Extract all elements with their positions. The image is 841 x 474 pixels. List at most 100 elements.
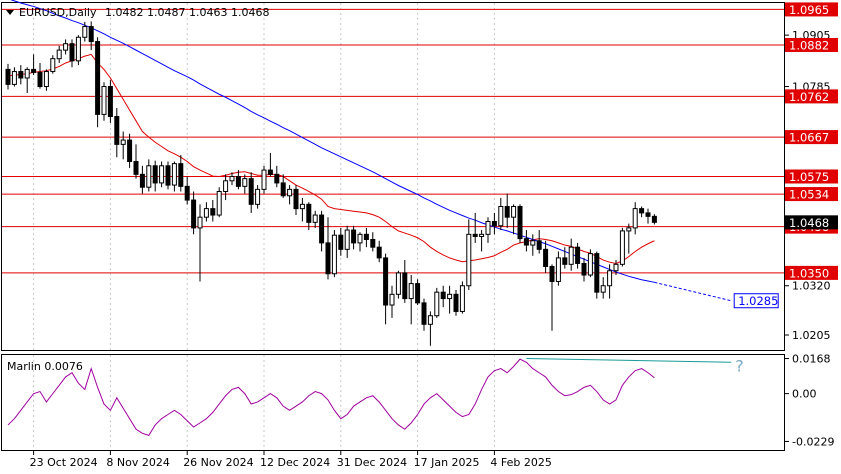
candle <box>88 21 94 51</box>
level-label: 1.0965 <box>789 3 829 17</box>
candle-body <box>56 49 62 60</box>
level-tag <box>785 130 838 145</box>
candle <box>319 210 325 252</box>
candle <box>255 185 261 209</box>
candle <box>543 240 549 273</box>
candle-body <box>581 262 587 276</box>
level-tag <box>785 187 838 202</box>
current-price-label: 1.0468 <box>789 216 829 230</box>
level-label: 1.0350 <box>789 266 829 280</box>
candle-body <box>472 233 478 237</box>
candle <box>267 152 273 177</box>
candle-body <box>338 234 344 250</box>
candle <box>383 253 389 325</box>
candle-body <box>197 216 203 229</box>
date-label: 4 Feb 2025 <box>490 456 551 469</box>
candle <box>69 39 75 68</box>
candle <box>274 165 280 188</box>
candle <box>248 172 254 213</box>
candle <box>338 227 344 256</box>
candle <box>568 238 574 271</box>
candle-body <box>415 283 421 304</box>
candle-body <box>280 182 286 197</box>
candle <box>63 39 69 55</box>
candle <box>549 264 555 331</box>
candle-body <box>69 43 75 62</box>
candle-body <box>82 26 88 38</box>
ma-red-line <box>7 53 655 264</box>
price-tick-label: 1.0320 <box>792 280 831 293</box>
candle <box>184 176 190 205</box>
candle-body <box>101 86 107 115</box>
candle <box>287 185 293 205</box>
price-tick-label: 1.0205 <box>792 329 831 342</box>
candle-body <box>223 180 229 192</box>
candle-body <box>632 208 638 229</box>
candle <box>421 298 427 331</box>
candle <box>306 202 312 231</box>
candle-body <box>479 233 485 237</box>
level-label: 1.0667 <box>789 131 829 145</box>
candle-body <box>466 233 472 287</box>
level-label: 1.0762 <box>789 90 829 104</box>
candle <box>114 107 120 158</box>
candle-body <box>255 188 261 205</box>
marlin-oscillator: ? <box>7 356 744 436</box>
candle <box>376 240 382 263</box>
candle <box>632 202 638 235</box>
candle-body <box>63 43 69 51</box>
candle-body <box>24 68 30 79</box>
candle <box>491 212 497 235</box>
candle <box>146 159 152 192</box>
moving-averages: 1.0285 <box>7 0 779 309</box>
candle <box>357 232 363 252</box>
collapse-triangle-icon[interactable] <box>6 10 14 15</box>
candle <box>223 174 229 201</box>
candle-body <box>165 165 171 186</box>
candle <box>536 230 542 254</box>
candle-body <box>191 199 197 229</box>
candle <box>120 131 126 160</box>
candle-body <box>312 214 318 223</box>
candle <box>242 174 248 194</box>
candle <box>75 35 81 66</box>
candle <box>203 202 209 222</box>
candle-body <box>235 176 241 187</box>
candle-body <box>562 257 568 265</box>
candle <box>408 275 414 325</box>
candle-body <box>523 238 529 246</box>
candle-body <box>645 212 651 217</box>
candle-body <box>325 242 331 275</box>
candle-body <box>203 208 209 218</box>
candle-body <box>402 272 408 300</box>
candle-body <box>31 68 37 73</box>
candle <box>280 174 286 198</box>
candle-body <box>440 291 446 300</box>
candle-body <box>459 285 465 312</box>
candle <box>325 217 331 280</box>
candle <box>402 260 408 303</box>
candle <box>607 264 613 299</box>
marlin-title: Marlin 0.0076 <box>7 360 83 373</box>
candle-body <box>491 220 497 227</box>
candle-body <box>485 220 491 235</box>
candle <box>293 185 299 216</box>
level-tag <box>785 2 838 17</box>
candle <box>31 54 37 75</box>
candle <box>645 208 651 224</box>
candle-body <box>178 163 184 187</box>
question-marker: ? <box>735 356 744 375</box>
candle-body <box>293 188 299 210</box>
candle-body <box>287 188 293 197</box>
date-label: 17 Jan 2025 <box>414 456 480 469</box>
candle-body <box>543 248 549 267</box>
candle <box>370 232 376 252</box>
candle <box>395 270 401 299</box>
candle <box>24 67 30 93</box>
date-label: 23 Oct 2024 <box>30 456 98 469</box>
candle <box>82 21 88 42</box>
candle <box>261 165 267 194</box>
projection-label-box <box>733 293 779 309</box>
candle-body <box>159 165 165 184</box>
